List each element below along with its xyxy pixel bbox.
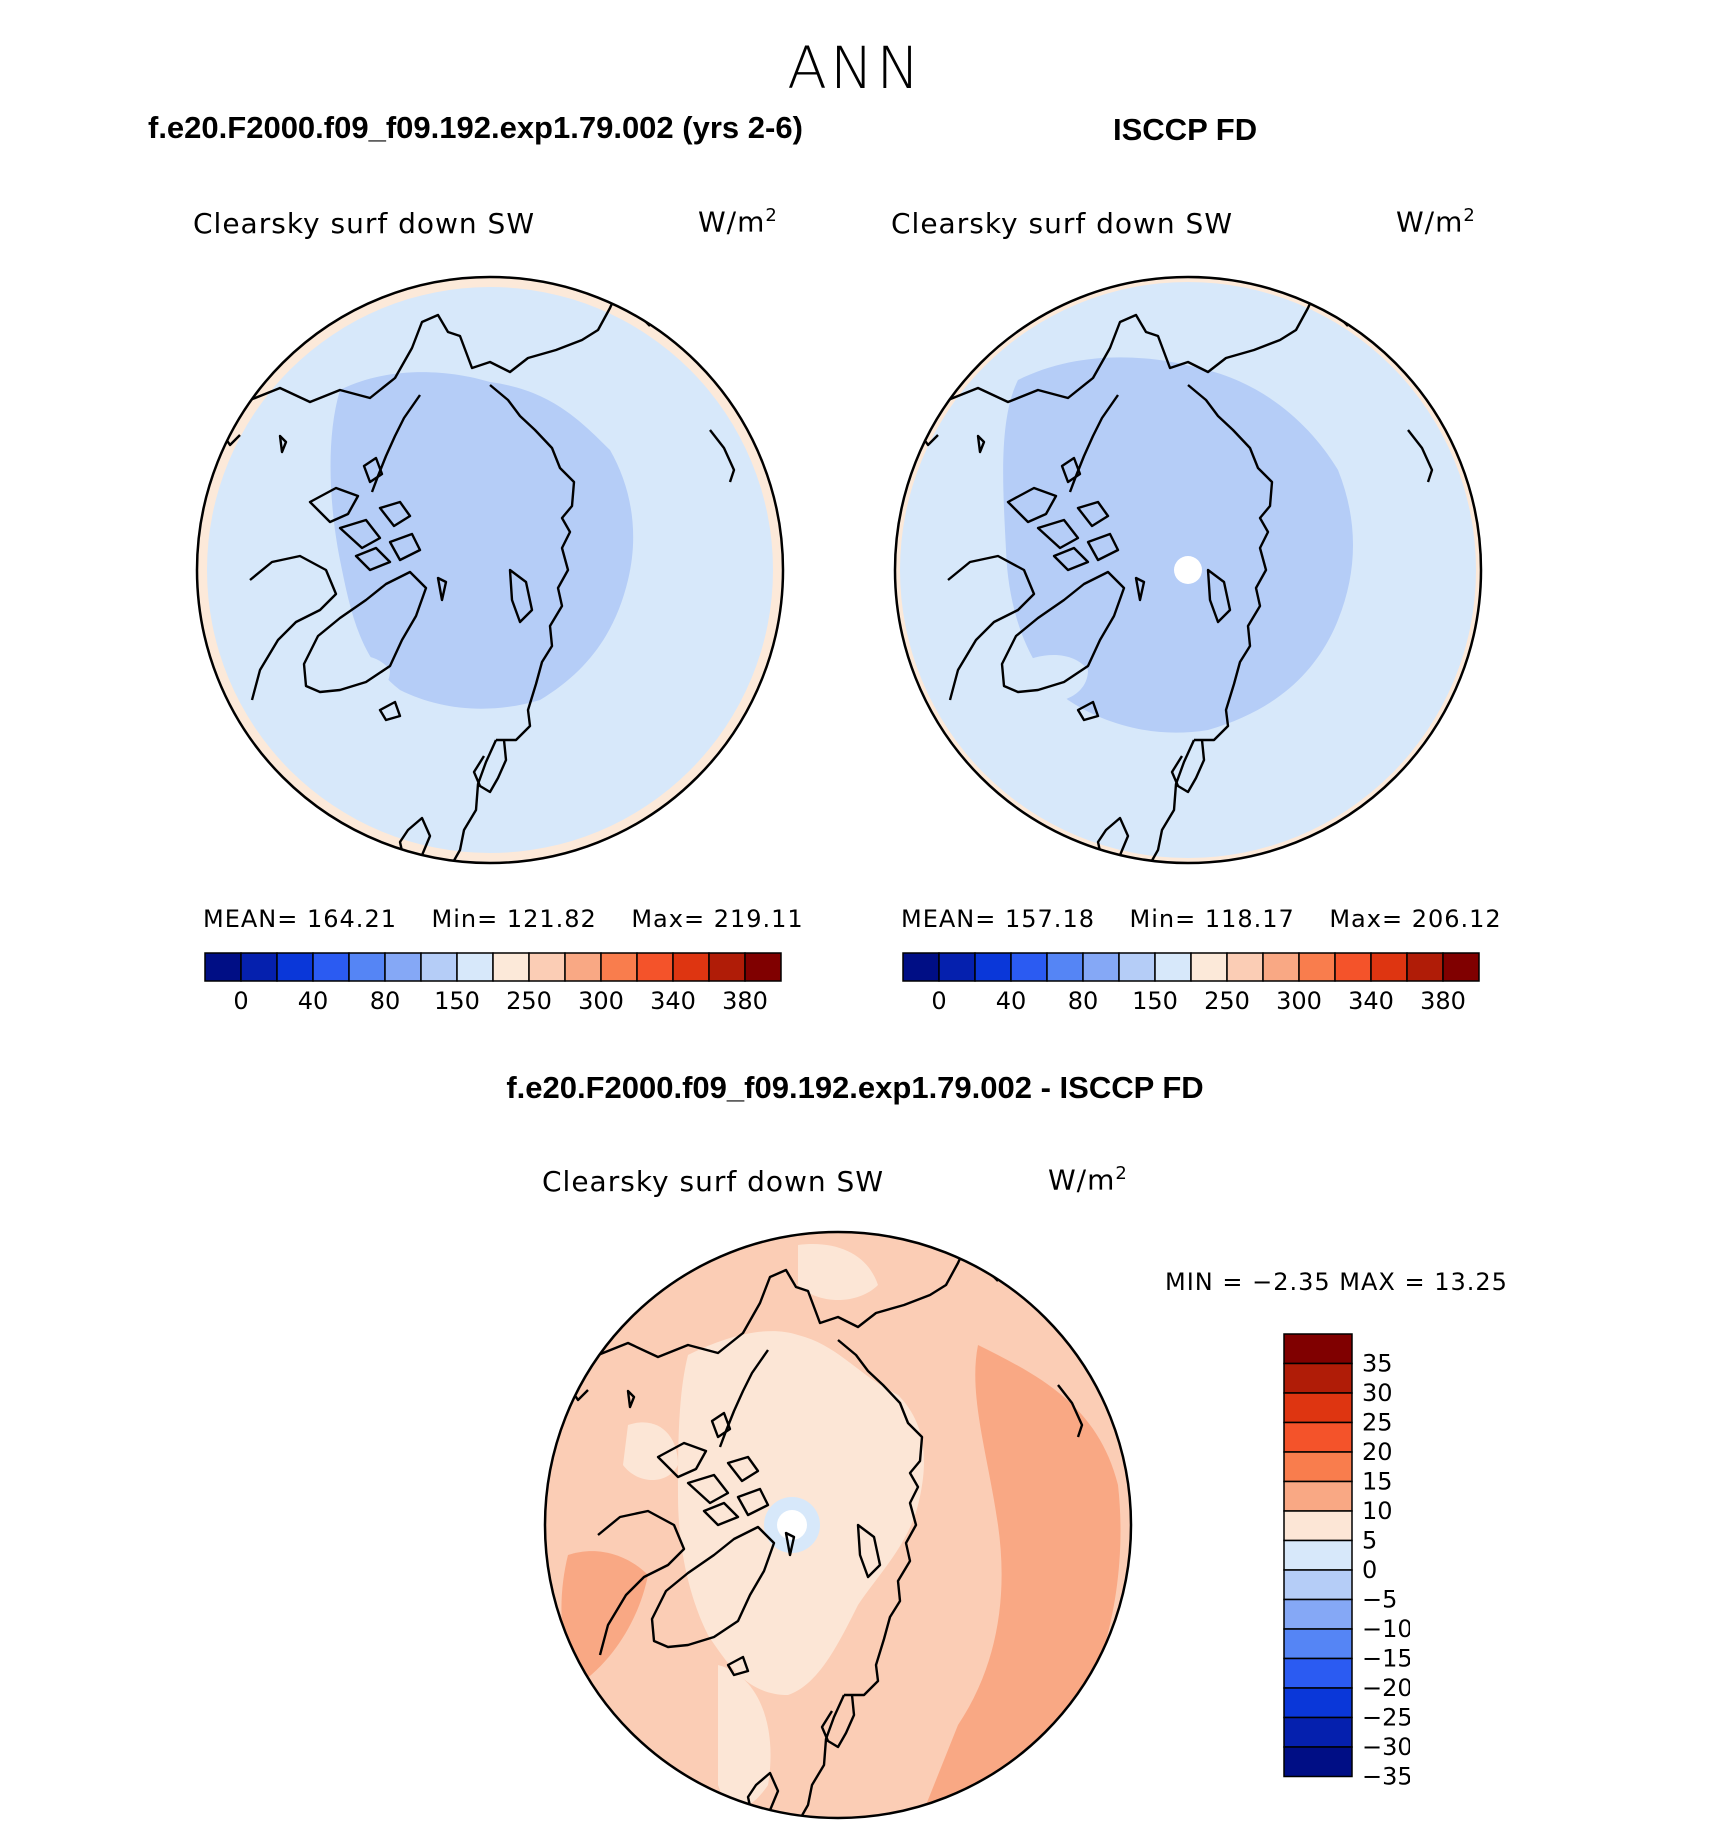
colorbar-box — [1406, 952, 1444, 982]
colorbar-box — [1334, 952, 1372, 982]
difference-panel-title: f.e20.F2000.f09_f09.192.exp1.79.002 - IS… — [506, 1070, 1204, 1105]
colorbar-tick-label: 0 — [233, 987, 248, 1015]
colorbar-tick-label: 340 — [1348, 987, 1394, 1015]
colorbar-box — [974, 952, 1012, 982]
colorbar-box — [384, 952, 422, 982]
colorbar-tick-label: 380 — [722, 987, 768, 1015]
colorbar-tick-label: 0 — [1362, 1556, 1377, 1584]
colorbar-box — [1283, 1716, 1353, 1748]
colorbar-box — [1283, 1628, 1353, 1660]
model-stats: MEAN= 164.21 Min= 121.82 Max= 219.11 — [203, 905, 804, 933]
obs-units-label: W/m2 — [1396, 205, 1476, 239]
model-colorbar: 0 40 80 150 250 300 340 380 — [204, 952, 782, 1015]
colorbar-box — [1283, 1510, 1353, 1542]
colorbar-tick-label: −20 — [1362, 1674, 1410, 1702]
colorbar-box — [276, 952, 314, 982]
colorbar-tick-label: −30 — [1362, 1733, 1410, 1761]
colorbar-box — [1298, 952, 1336, 982]
colorbar-box — [672, 952, 710, 982]
colorbar-box — [902, 952, 940, 982]
colorbar-box — [1283, 1333, 1353, 1365]
colorbar-box — [1283, 1539, 1353, 1571]
colorbar-box — [1154, 952, 1192, 982]
obs-variable-label: Clearsky surf down SW — [891, 207, 1234, 240]
colorbar-tick-label: 10 — [1362, 1497, 1393, 1525]
colorbar-box — [1262, 952, 1300, 982]
colorbar-box — [1442, 952, 1480, 982]
colorbar-box — [456, 952, 494, 982]
colorbar-tick-label: −35 — [1362, 1763, 1410, 1791]
model-panel-title: f.e20.F2000.f09_f09.192.exp1.79.002 (yrs… — [148, 110, 803, 145]
obs-panel-title: ISCCP FD — [1113, 112, 1258, 147]
colorbar-box — [1226, 952, 1264, 982]
colorbar-box — [744, 952, 782, 982]
model-variable-label: Clearsky surf down SW — [193, 207, 536, 240]
colorbar-tick-label: 25 — [1362, 1409, 1393, 1437]
colorbar-box — [1283, 1569, 1353, 1601]
obs-polar-map — [893, 275, 1483, 865]
colorbar-box — [1283, 1451, 1353, 1483]
colorbar-box — [1190, 952, 1228, 982]
season-title: ANN — [787, 34, 923, 102]
colorbar-tick-label: −5 — [1362, 1586, 1397, 1614]
colorbar-box — [528, 952, 566, 982]
colorbar-box — [636, 952, 674, 982]
colorbar-box — [1283, 1598, 1353, 1630]
difference-polar-map — [543, 1230, 1133, 1820]
colorbar-tick-label: 300 — [578, 987, 624, 1015]
colorbar-tick-label: 80 — [1068, 987, 1099, 1015]
colorbar-box — [240, 952, 278, 982]
colorbar-tick-label: 30 — [1362, 1379, 1393, 1407]
colorbar-tick-label: 300 — [1276, 987, 1322, 1015]
colorbar-tick-label: 250 — [506, 987, 552, 1015]
colorbar-box — [1082, 952, 1120, 982]
colorbar-box — [1010, 952, 1048, 982]
colorbar-box — [1283, 1480, 1353, 1512]
model-units-label: W/m2 — [698, 205, 778, 239]
colorbar-box — [312, 952, 350, 982]
colorbar-tick-label: 250 — [1204, 987, 1250, 1015]
colorbar-box — [1283, 1421, 1353, 1453]
colorbar-box — [204, 952, 242, 982]
colorbar-box — [348, 952, 386, 982]
colorbar-tick-label: 0 — [931, 987, 946, 1015]
colorbar-box — [1118, 952, 1156, 982]
model-polar-map — [195, 275, 785, 865]
colorbar-box — [1046, 952, 1084, 982]
colorbar-tick-label: 340 — [650, 987, 696, 1015]
obs-missing-pole — [1174, 556, 1202, 584]
colorbar-box — [1283, 1746, 1353, 1778]
obs-colorbar: 0 40 80 150 250 300 340 380 — [902, 952, 1480, 1015]
colorbar-tick-label: −10 — [1362, 1615, 1410, 1643]
colorbar-box — [492, 952, 530, 982]
colorbar-tick-label: −15 — [1362, 1645, 1410, 1673]
colorbar-tick-label: 380 — [1420, 987, 1466, 1015]
difference-minmax: MIN = −2.35 MAX = 13.25 — [1165, 1268, 1508, 1296]
colorbar-tick-label: 150 — [1132, 987, 1178, 1015]
colorbar-tick-label: 20 — [1362, 1438, 1393, 1466]
colorbar-tick-label: 80 — [370, 987, 401, 1015]
difference-units-label: W/m2 — [1048, 1163, 1128, 1197]
colorbar-box — [1370, 952, 1408, 982]
colorbar-tick-label: 5 — [1362, 1527, 1377, 1555]
colorbar-tick-label: 150 — [434, 987, 480, 1015]
colorbar-box — [938, 952, 976, 982]
colorbar-tick-label: −25 — [1362, 1704, 1410, 1732]
colorbar-tick-label: 15 — [1362, 1468, 1393, 1496]
colorbar-tick-label: 40 — [996, 987, 1027, 1015]
colorbar-box — [708, 952, 746, 982]
colorbar-box — [1283, 1362, 1353, 1394]
colorbar-box — [1283, 1687, 1353, 1719]
colorbar-tick-label: 40 — [298, 987, 329, 1015]
colorbar-box — [564, 952, 602, 982]
colorbar-box — [420, 952, 458, 982]
obs-stats: MEAN= 157.18 Min= 118.17 Max= 206.12 — [901, 905, 1502, 933]
colorbar-box — [600, 952, 638, 982]
colorbar-box — [1283, 1392, 1353, 1424]
difference-variable-label: Clearsky surf down SW — [542, 1165, 885, 1198]
colorbar-box — [1283, 1657, 1353, 1689]
colorbar-tick-label: 35 — [1362, 1350, 1393, 1378]
